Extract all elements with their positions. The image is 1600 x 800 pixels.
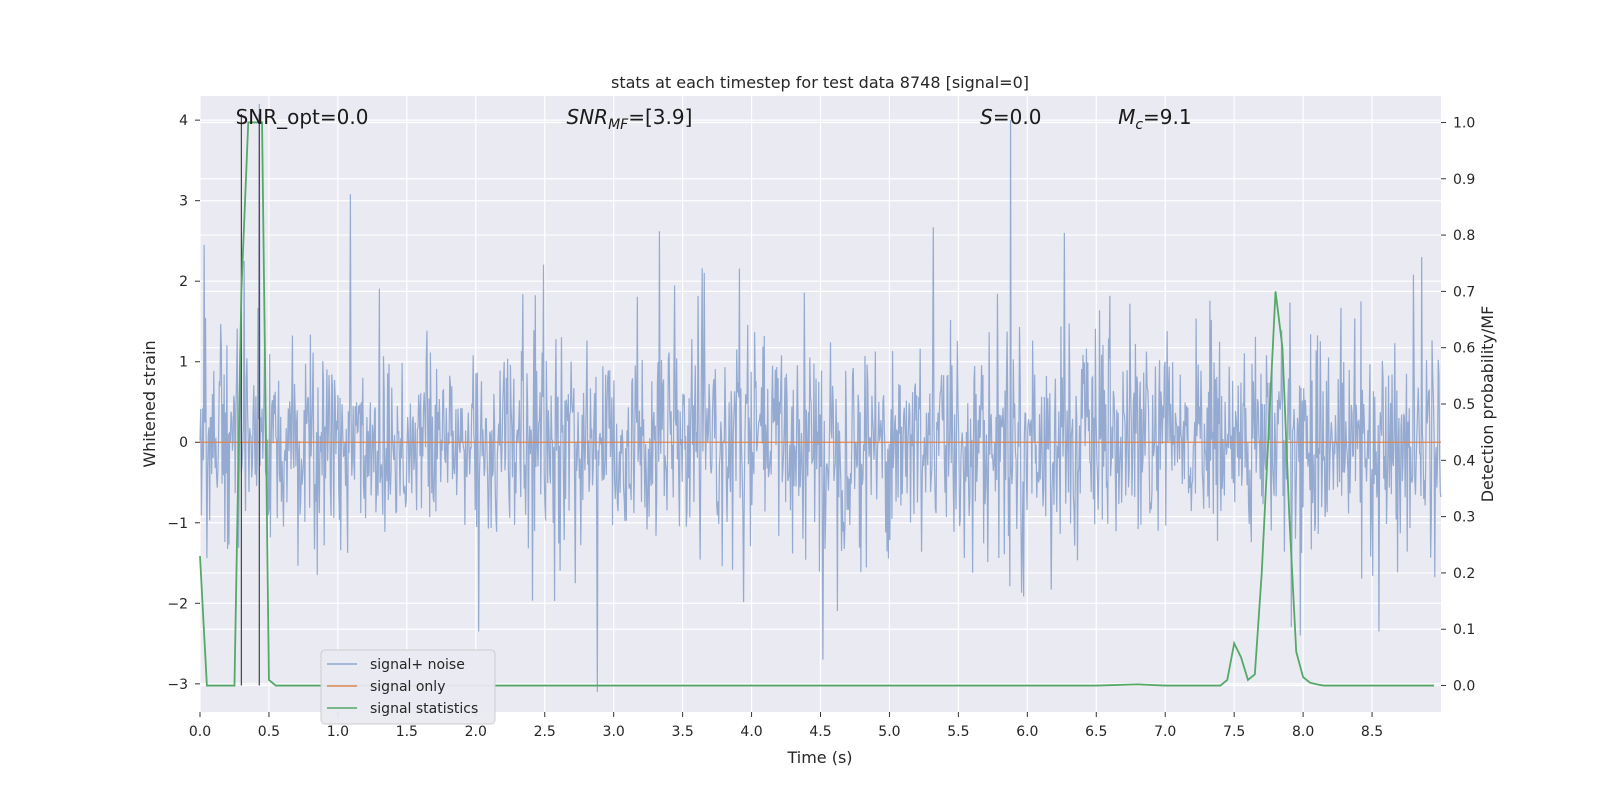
x-tick-label-3: 1.5 bbox=[396, 724, 418, 740]
y-right-axis-label: Detection probability/MF bbox=[1478, 306, 1497, 503]
x-tick-label-14: 7.0 bbox=[1154, 724, 1176, 740]
annotation-mc: Mc=9.1 bbox=[1118, 105, 1192, 133]
y-left-tick-label-5: −1 bbox=[167, 516, 188, 532]
x-tick-label-15: 7.5 bbox=[1223, 724, 1245, 740]
annotation-s: S=0.0 bbox=[980, 105, 1041, 129]
chart-title: stats at each timestep for test data 874… bbox=[611, 73, 1029, 92]
x-tick-label-2: 1.0 bbox=[327, 724, 349, 740]
y-left-axis-ticks: 4 3 2 1 0 −1 −2 −3 bbox=[167, 113, 200, 693]
y-right-tick-label-10: 0.0 bbox=[1453, 679, 1475, 695]
y-right-tick-label-0: 1.0 bbox=[1453, 115, 1475, 131]
x-tick-label-4: 2.0 bbox=[465, 724, 487, 740]
x-tick-label-7: 3.5 bbox=[671, 724, 693, 740]
x-tick-label-1: 0.5 bbox=[258, 724, 280, 740]
legend-label-signal-statistics: signal statistics bbox=[370, 701, 478, 717]
y-left-tick-label-2: 2 bbox=[179, 274, 188, 290]
x-tick-label-0: 0.0 bbox=[189, 724, 211, 740]
x-tick-label-16: 8.0 bbox=[1292, 724, 1314, 740]
x-tick-label-17: 8.5 bbox=[1361, 724, 1383, 740]
y-right-tick-label-3: 0.7 bbox=[1453, 284, 1475, 300]
x-tick-label-10: 5.0 bbox=[878, 724, 900, 740]
annotations: SNR_opt=0.0 SNRMF=[3.9] S=0.0 Mc=9.1 bbox=[236, 105, 1192, 133]
y-right-tick-label-8: 0.2 bbox=[1453, 566, 1475, 582]
y-left-tick-label-7: −3 bbox=[167, 677, 188, 693]
signal-statistics-line bbox=[199, 121, 1435, 687]
y-right-tick-label-6: 0.4 bbox=[1453, 453, 1475, 469]
x-tick-label-9: 4.5 bbox=[809, 724, 831, 740]
x-tick-label-13: 6.5 bbox=[1085, 724, 1107, 740]
y-left-tick-label-4: 0 bbox=[179, 435, 188, 451]
signal-noise-line bbox=[199, 104, 1442, 692]
x-tick-label-8: 4.0 bbox=[740, 724, 762, 740]
y-right-tick-label-9: 0.1 bbox=[1453, 622, 1475, 638]
y-left-tick-label-3: 1 bbox=[179, 355, 188, 371]
legend-label-signal-noise: signal+ noise bbox=[370, 657, 465, 673]
x-tick-label-6: 3.0 bbox=[603, 724, 625, 740]
y-right-tick-label-7: 0.3 bbox=[1453, 510, 1475, 526]
vertical-markers bbox=[240, 114, 260, 686]
y-left-tick-label-0: 4 bbox=[179, 113, 188, 129]
legend-box bbox=[320, 649, 496, 725]
x-tick-label-11: 5.5 bbox=[947, 724, 969, 740]
x-axis-label: Time (s) bbox=[786, 748, 852, 767]
x-axis-ticks: 0.0 0.5 1.0 1.5 2.0 2.5 3.0 3.5 4.0 4.5 5.0 5.5 6.0 6… bbox=[189, 712, 1383, 740]
x-tick-label-12: 6.0 bbox=[1016, 724, 1038, 740]
series-signal-noise bbox=[199, 104, 1442, 692]
legend: signal+ noise signal only signal statist… bbox=[320, 649, 496, 725]
y-right-tick-label-1: 0.9 bbox=[1453, 172, 1475, 188]
y-left-axis-label: Whitened strain bbox=[140, 340, 159, 467]
y-right-tick-label-2: 0.8 bbox=[1453, 228, 1475, 244]
y-right-axis-ticks: 1.0 0.9 0.8 0.7 0.6 0.5 0.4 0.3 0.2 0.1 0.0 bbox=[1441, 115, 1475, 695]
annotation-snr-mf: SNRMF=[3.9] bbox=[567, 105, 693, 133]
y-left-tick-label-1: 3 bbox=[179, 194, 188, 210]
y-left-tick-label-6: −2 bbox=[167, 596, 188, 612]
series-signal-statistics bbox=[199, 121, 1435, 687]
y-right-tick-label-5: 0.5 bbox=[1453, 397, 1475, 413]
legend-label-signal-only: signal only bbox=[370, 679, 445, 695]
y-right-tick-label-4: 0.6 bbox=[1453, 341, 1475, 357]
annotation-snr-opt: SNR_opt=0.0 bbox=[236, 105, 369, 129]
x-tick-label-5: 2.5 bbox=[534, 724, 556, 740]
